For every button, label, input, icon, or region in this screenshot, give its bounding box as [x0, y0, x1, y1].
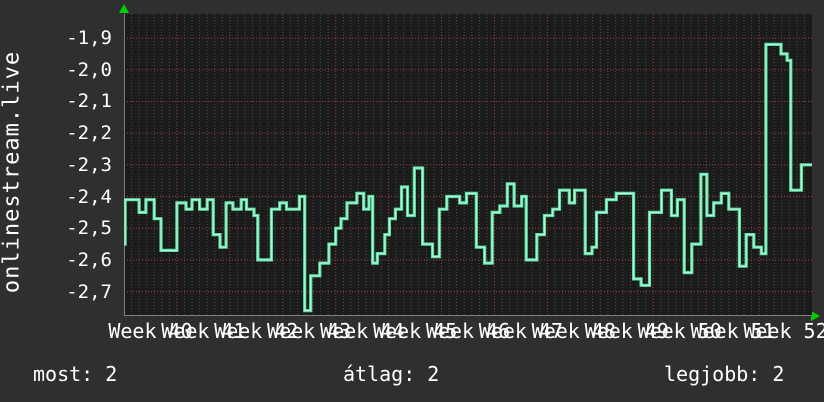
y-tick-label: -2,5 — [66, 217, 112, 239]
vertical-axis-title: onlinestream.live — [0, 50, 25, 294]
x-tick-label: Week 52 — [743, 319, 824, 343]
y-tick-label: -2,4 — [66, 186, 112, 208]
y-tick-label: -2,7 — [66, 281, 112, 303]
y-tick-label: -1,9 — [66, 27, 112, 49]
x-tick-label: Week 46 — [425, 319, 511, 343]
series-line-highlight — [124, 43, 812, 312]
series-line — [124, 42, 812, 313]
x-tick-label: Week 51 — [690, 319, 775, 343]
x-tick-label: Week 49 — [584, 319, 669, 343]
y-tick-label: -2,1 — [66, 90, 112, 112]
y-axis-arrow-up-icon — [119, 4, 129, 13]
y-tick-label: -2,0 — [66, 59, 112, 81]
y-tick-label: -2,3 — [66, 154, 112, 176]
x-tick-label: Week 43 — [267, 319, 352, 343]
x-tick-label: Week 41 — [161, 319, 246, 343]
x-tick-label: Week 44 — [320, 319, 405, 343]
x-tick-label: Week 40 — [108, 319, 193, 343]
stat-legjobb: legjobb: 2 — [664, 362, 785, 386]
x-tick-label: Week 42 — [214, 319, 299, 343]
x-tick-label: Week 48 — [531, 319, 616, 343]
y-tick-label: -2,6 — [66, 249, 112, 271]
y-tick-label: -2,2 — [66, 122, 112, 144]
stat-most: most: 2 — [33, 362, 118, 386]
x-tick-label: Week 47 — [478, 319, 564, 343]
chart-canvas — [124, 14, 812, 316]
x-axis-arrow-right-icon — [811, 311, 820, 321]
stat-atlag: átlag: 2 — [343, 362, 440, 386]
plot-area — [124, 14, 812, 316]
x-tick-label: Week 45 — [372, 319, 458, 343]
x-tick-label: Week 50 — [637, 319, 722, 343]
